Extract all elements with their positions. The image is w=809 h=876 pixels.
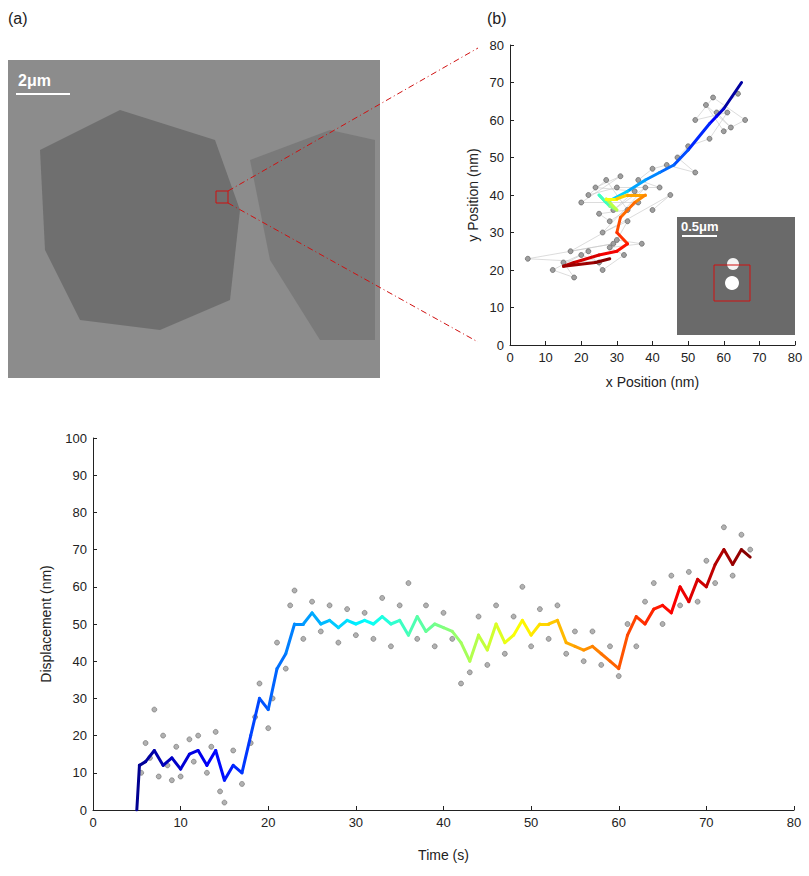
svg-text:80: 80 xyxy=(788,350,802,365)
svg-text:70: 70 xyxy=(699,815,713,830)
svg-text:10: 10 xyxy=(73,765,87,780)
svg-text:30: 30 xyxy=(73,691,87,706)
svg-text:x Position (nm): x Position (nm) xyxy=(606,374,699,390)
svg-text:10: 10 xyxy=(490,300,504,315)
svg-text:50: 50 xyxy=(524,815,538,830)
svg-text:70: 70 xyxy=(73,542,87,557)
svg-text:70: 70 xyxy=(752,350,766,365)
svg-text:0.5μm: 0.5μm xyxy=(681,219,719,234)
svg-text:40: 40 xyxy=(436,815,450,830)
svg-text:80: 80 xyxy=(787,815,801,830)
svg-text:50: 50 xyxy=(681,350,695,365)
svg-text:0: 0 xyxy=(497,338,504,353)
svg-text:100: 100 xyxy=(65,431,87,446)
svg-text:0: 0 xyxy=(506,350,513,365)
svg-text:40: 40 xyxy=(645,350,659,365)
svg-text:60: 60 xyxy=(612,815,626,830)
svg-text:10: 10 xyxy=(173,815,187,830)
svg-text:Displacement (nm): Displacement (nm) xyxy=(38,565,54,682)
svg-text:50: 50 xyxy=(73,617,87,632)
svg-text:Time (s): Time (s) xyxy=(418,847,469,863)
svg-text:y Position (nm): y Position (nm) xyxy=(465,148,481,241)
svg-text:80: 80 xyxy=(73,505,87,520)
svg-text:20: 20 xyxy=(490,263,504,278)
svg-text:50: 50 xyxy=(490,150,504,165)
svg-text:60: 60 xyxy=(490,113,504,128)
svg-text:2μm: 2μm xyxy=(18,72,51,89)
svg-text:20: 20 xyxy=(574,350,588,365)
svg-text:(a): (a) xyxy=(8,10,28,27)
svg-text:(b): (b) xyxy=(487,10,507,27)
svg-text:0: 0 xyxy=(89,815,96,830)
svg-text:10: 10 xyxy=(538,350,552,365)
svg-text:60: 60 xyxy=(73,579,87,594)
svg-text:20: 20 xyxy=(261,815,275,830)
svg-text:30: 30 xyxy=(610,350,624,365)
svg-text:0: 0 xyxy=(80,803,87,818)
svg-text:80: 80 xyxy=(490,38,504,53)
svg-text:30: 30 xyxy=(349,815,363,830)
svg-text:40: 40 xyxy=(490,188,504,203)
svg-text:70: 70 xyxy=(490,75,504,90)
svg-text:60: 60 xyxy=(717,350,731,365)
svg-text:30: 30 xyxy=(490,225,504,240)
svg-text:40: 40 xyxy=(73,654,87,669)
svg-text:20: 20 xyxy=(73,728,87,743)
svg-text:90: 90 xyxy=(73,468,87,483)
